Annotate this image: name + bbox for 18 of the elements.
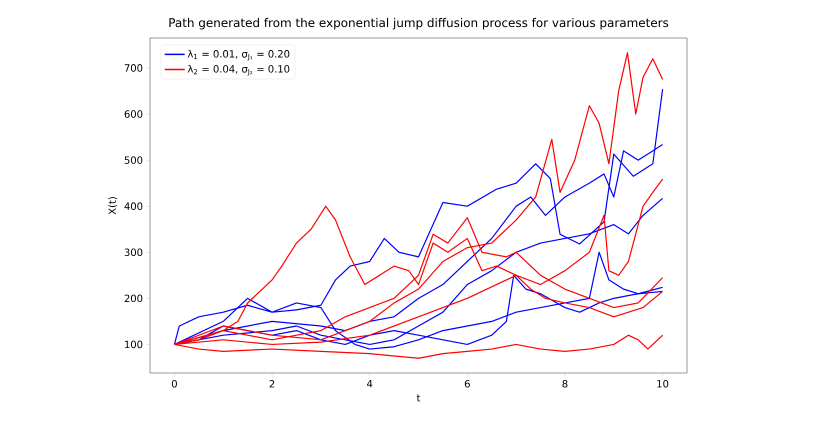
y-tick-label: 300 xyxy=(124,248,142,256)
y-tick-label: 600 xyxy=(124,110,142,118)
y-axis-title: X(t) xyxy=(108,197,118,214)
x-tick-label: 8 xyxy=(562,380,568,388)
y-tick-label: 400 xyxy=(124,202,142,210)
x-tick-label: 4 xyxy=(367,380,372,388)
legend-label: λ$_{2}$ = 0.04, σ$_{J₂}$ = 0.10 xyxy=(188,64,290,76)
y-tick-label: 100 xyxy=(125,340,142,348)
x-tick-label: 10 xyxy=(657,380,668,388)
chart-title: Path generated from the exponential jump diffusion process for various parameters xyxy=(169,18,668,30)
x-tick-label: 0 xyxy=(172,380,177,388)
x-tick-label: 6 xyxy=(464,380,470,388)
x-tick-label: 2 xyxy=(270,380,274,388)
legend-label: λ$_{1}$ = 0.01, σ$_{J₁}$ = 0.20 xyxy=(188,50,290,61)
y-tick-label: 200 xyxy=(124,294,142,302)
y-tick-label: 500 xyxy=(124,156,142,164)
x-axis-title: t xyxy=(416,394,420,402)
y-tick-label: 700 xyxy=(124,64,142,72)
